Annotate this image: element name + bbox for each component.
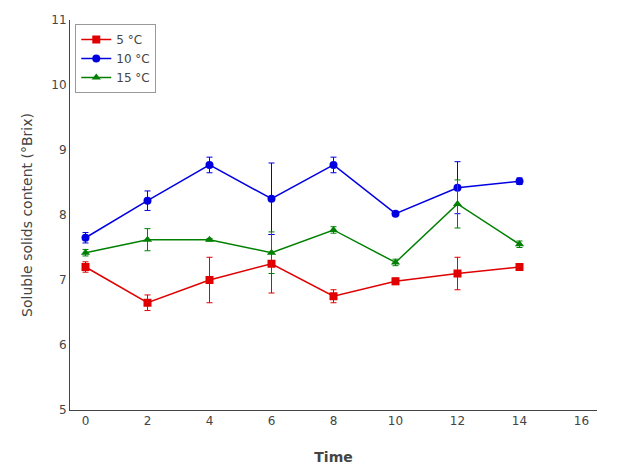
svg-text:10 °C: 10 °C [116,52,149,66]
svg-text:10: 10 [388,414,403,428]
svg-text:10: 10 [51,78,66,92]
svg-text:16: 16 [574,414,589,428]
svg-text:6: 6 [268,414,276,428]
svg-text:14: 14 [512,414,527,428]
svg-text:12: 12 [450,414,465,428]
svg-text:7: 7 [59,273,67,287]
svg-text:9: 9 [59,143,67,157]
svg-text:8: 8 [59,208,67,222]
svg-text:5: 5 [59,403,67,417]
svg-text:Time: Time [314,449,352,465]
svg-text:6: 6 [59,338,67,352]
svg-text:0: 0 [82,414,90,428]
svg-text:5 °C: 5 °C [116,33,142,47]
svg-text:4: 4 [206,414,214,428]
svg-text:8: 8 [330,414,338,428]
svg-text:Soluble solids content (°Brix): Soluble solids content (°Brix) [19,113,35,317]
svg-text:2: 2 [144,414,152,428]
svg-text:15 °C: 15 °C [116,71,149,85]
svg-text:11: 11 [51,13,66,27]
